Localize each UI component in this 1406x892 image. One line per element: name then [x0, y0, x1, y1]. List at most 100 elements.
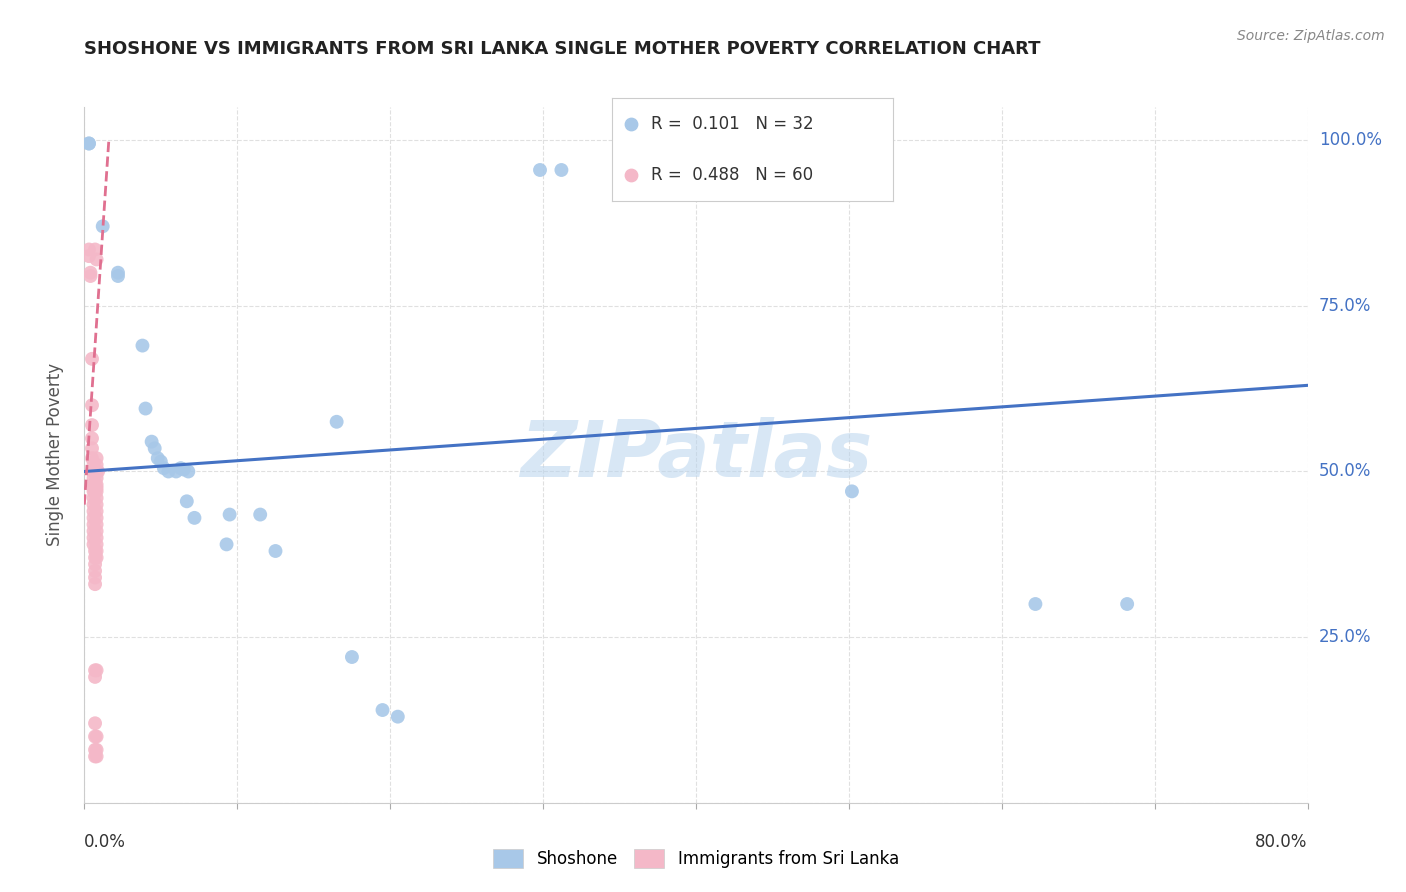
Point — [387, 709, 409, 723]
Point — [215, 537, 238, 551]
Point — [107, 266, 129, 280]
Point — [340, 650, 363, 665]
Point — [79, 266, 101, 280]
Point — [107, 268, 129, 283]
Point — [86, 504, 108, 518]
Point — [80, 418, 103, 433]
Point — [77, 136, 100, 151]
Point — [83, 465, 105, 479]
Point — [86, 451, 108, 466]
Point — [149, 454, 172, 468]
Point — [86, 458, 108, 472]
Legend: Shoshone, Immigrants from Sri Lanka: Shoshone, Immigrants from Sri Lanka — [486, 842, 905, 874]
Point — [83, 484, 105, 499]
Point — [77, 249, 100, 263]
Text: 100.0%: 100.0% — [1319, 131, 1382, 149]
Point — [79, 268, 101, 283]
Point — [84, 243, 107, 257]
Point — [84, 730, 107, 744]
Point — [80, 451, 103, 466]
Point — [83, 531, 105, 545]
Point — [83, 524, 105, 538]
Point — [86, 465, 108, 479]
Point — [86, 730, 108, 744]
Point — [249, 508, 271, 522]
Point — [84, 716, 107, 731]
Point — [86, 524, 108, 538]
Point — [1116, 597, 1139, 611]
Point — [86, 498, 108, 512]
Point — [1024, 597, 1046, 611]
Point — [86, 511, 108, 525]
Text: 50.0%: 50.0% — [1319, 462, 1371, 481]
Point — [86, 484, 108, 499]
Point — [77, 243, 100, 257]
Point — [80, 398, 103, 412]
Point — [87, 465, 110, 479]
Point — [84, 550, 107, 565]
Point — [841, 484, 863, 499]
Point — [86, 477, 108, 491]
Point — [84, 577, 107, 591]
Point — [80, 442, 103, 456]
Point — [83, 491, 105, 505]
Point — [83, 477, 105, 491]
Text: R =  0.488   N = 60: R = 0.488 N = 60 — [651, 166, 813, 184]
Point — [84, 544, 107, 558]
Point — [173, 462, 195, 476]
Point — [84, 670, 107, 684]
Point — [83, 537, 105, 551]
Point — [86, 663, 108, 677]
Y-axis label: Single Mother Poverty: Single Mother Poverty — [45, 363, 63, 547]
Point — [77, 136, 100, 151]
Point — [84, 558, 107, 572]
Point — [83, 498, 105, 512]
Point — [371, 703, 394, 717]
Point — [131, 338, 153, 352]
Point — [80, 351, 103, 366]
Point — [86, 531, 108, 545]
Point — [550, 163, 572, 178]
Point — [83, 504, 105, 518]
Point — [165, 465, 187, 479]
Point — [84, 564, 107, 578]
Point — [177, 465, 200, 479]
Point — [153, 461, 176, 475]
Point — [83, 517, 105, 532]
Point — [84, 743, 107, 757]
Point — [141, 434, 163, 449]
Point — [83, 471, 105, 485]
Point — [91, 219, 114, 234]
Text: Source: ZipAtlas.com: Source: ZipAtlas.com — [1237, 29, 1385, 43]
Point — [143, 442, 166, 456]
Point — [80, 431, 103, 445]
Text: SHOSHONE VS IMMIGRANTS FROM SRI LANKA SINGLE MOTHER POVERTY CORRELATION CHART: SHOSHONE VS IMMIGRANTS FROM SRI LANKA SI… — [84, 40, 1040, 58]
Point — [83, 511, 105, 525]
Text: ZIPatlas: ZIPatlas — [520, 417, 872, 493]
Point — [84, 749, 107, 764]
Point — [183, 511, 205, 525]
Point — [146, 451, 169, 466]
Point — [86, 252, 108, 267]
Point — [264, 544, 287, 558]
Point — [176, 494, 198, 508]
Point — [86, 550, 108, 565]
Point — [86, 537, 108, 551]
Text: 0.0%: 0.0% — [84, 833, 127, 851]
Text: 80.0%: 80.0% — [1256, 833, 1308, 851]
Point — [170, 461, 193, 475]
Text: 25.0%: 25.0% — [1319, 628, 1371, 646]
Point — [84, 570, 107, 584]
Point — [86, 517, 108, 532]
Point — [86, 491, 108, 505]
Point — [86, 749, 108, 764]
Point — [83, 458, 105, 472]
Text: R =  0.101   N = 32: R = 0.101 N = 32 — [651, 115, 814, 133]
Point — [157, 465, 180, 479]
Point — [135, 401, 157, 416]
Point — [86, 481, 108, 495]
Point — [83, 481, 105, 495]
Point — [84, 663, 107, 677]
Point — [86, 743, 108, 757]
Text: 75.0%: 75.0% — [1319, 297, 1371, 315]
